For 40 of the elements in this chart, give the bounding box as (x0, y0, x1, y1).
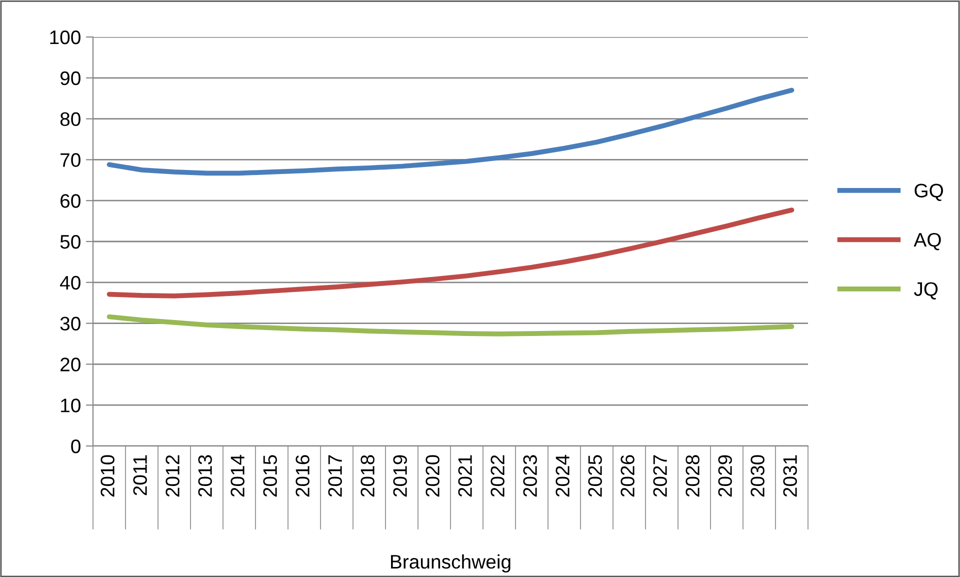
y-tick-label: 100 (50, 30, 80, 44)
x-tick-label: 2018 (360, 455, 374, 497)
x-tick-label: 2021 (458, 455, 472, 497)
x-tick-label: 2025 (588, 455, 602, 497)
x-tick-label: 2010 (100, 455, 114, 497)
x-tick-label: 2014 (230, 454, 244, 497)
y-tick-label: 30 (60, 316, 80, 331)
x-tick-label: 2031 (783, 455, 797, 497)
y-tick-label: 0 (71, 439, 80, 454)
x-tick-label: 2028 (686, 455, 700, 497)
x-tick-label: 2013 (198, 455, 212, 497)
y-tick-label: 70 (60, 153, 80, 167)
y-tick-label: 50 (60, 234, 80, 249)
legend-label: AQ (914, 232, 941, 250)
x-tick-label: 2015 (263, 455, 277, 497)
line-series (106, 314, 794, 336)
x-tick-label: 2024 (556, 454, 570, 497)
y-tick-label: 60 (60, 194, 80, 208)
y-tick-label: 40 (60, 276, 80, 290)
x-tick-label: 2029 (718, 455, 732, 497)
x-tick-label: 2017 (328, 455, 342, 497)
x-tick-label: 2027 (653, 455, 667, 497)
legend-label: GQ (914, 184, 944, 201)
legend-label: JQ (914, 282, 938, 300)
x-tick-label: 2023 (523, 455, 537, 497)
x-axis-title: Braunschweig (391, 554, 510, 573)
line-series (106, 208, 794, 298)
y-tick-label: 80 (60, 112, 80, 126)
x-tick-label: 2022 (490, 455, 504, 497)
y-tick-label: 90 (60, 71, 80, 86)
x-tick-label: 2016 (296, 455, 310, 497)
x-tick-label: 2030 (750, 455, 764, 497)
x-tick-label: 2011 (133, 455, 147, 496)
x-tick-label: 2020 (426, 455, 440, 497)
y-tick-label: 20 (60, 358, 80, 372)
y-tick-label: 10 (61, 398, 80, 412)
x-tick-label: 2026 (620, 455, 634, 497)
line-series (106, 88, 794, 176)
x-tick-label: 2012 (166, 455, 180, 497)
x-tick-label: 2019 (393, 455, 407, 497)
